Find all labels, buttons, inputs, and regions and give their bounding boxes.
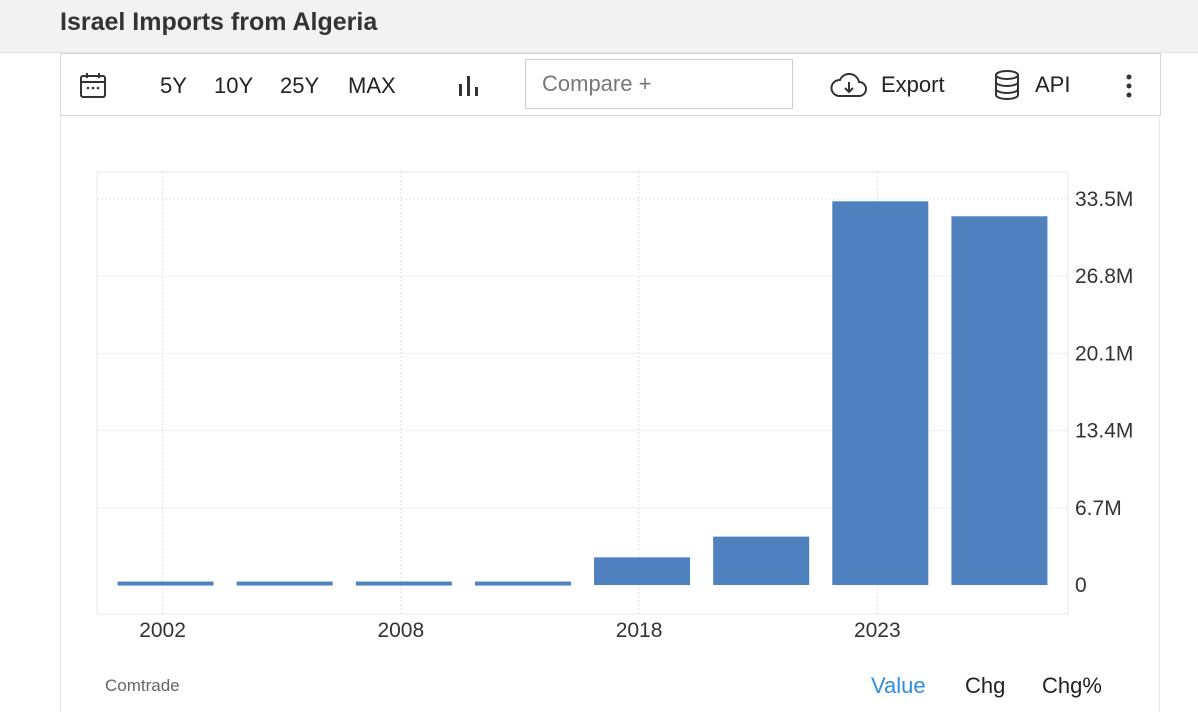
bar <box>355 581 452 586</box>
x-tick-label: 2023 <box>854 619 901 642</box>
range-25y-button[interactable]: 25Y <box>280 73 320 98</box>
y-tick-label: 13.4M <box>1075 420 1133 443</box>
export-button[interactable]: Export <box>881 72 945 97</box>
tab-chg[interactable]: Chg <box>965 673 1006 698</box>
bar <box>832 201 929 585</box>
title-bar: Israel Imports from Algeria <box>0 0 1198 53</box>
y-tick-label: 6.7M <box>1075 497 1122 520</box>
chart-type-icon[interactable] <box>457 74 481 98</box>
range-5y-button[interactable]: 5Y <box>160 73 187 98</box>
range-max-button[interactable]: MAX <box>348 73 396 98</box>
source-label: Comtrade <box>105 676 180 695</box>
toolbar: 5Y 10Y 25Y MAX Compare + Export API <box>60 53 1161 116</box>
x-tick-label: 2018 <box>616 619 663 642</box>
bar <box>951 216 1048 586</box>
cloud-download-icon[interactable] <box>830 71 868 99</box>
page-title: Israel Imports from Algeria <box>60 8 378 36</box>
compare-input[interactable]: Compare + <box>525 59 793 109</box>
y-tick-label: 33.5M <box>1075 188 1133 211</box>
y-tick-label: 0 <box>1075 574 1087 597</box>
api-button[interactable]: API <box>1035 72 1071 97</box>
calendar-icon[interactable] <box>79 71 107 99</box>
database-icon[interactable] <box>993 69 1021 101</box>
chart-panel <box>60 53 1160 712</box>
bar <box>117 581 214 586</box>
tab-chg-percent[interactable]: Chg% <box>1042 673 1102 698</box>
y-tick-label: 26.8M <box>1075 265 1133 288</box>
plot-frame <box>96 171 1069 615</box>
bar <box>474 581 571 586</box>
more-options-icon[interactable] <box>1125 74 1133 98</box>
x-tick-label: 2002 <box>139 619 186 642</box>
bar <box>713 536 810 585</box>
bar <box>236 581 333 586</box>
bar <box>594 557 691 585</box>
tab-value[interactable]: Value <box>871 673 926 698</box>
y-tick-label: 20.1M <box>1075 342 1133 365</box>
x-tick-label: 2008 <box>377 619 424 642</box>
range-10y-button[interactable]: 10Y <box>214 73 254 98</box>
